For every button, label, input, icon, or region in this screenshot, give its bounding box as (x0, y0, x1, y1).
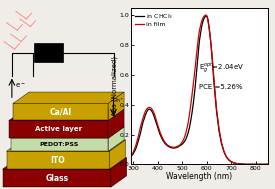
in CHCl$_3$ (200, 27, 203, 30)
in CHCl$_3$ (204, 15, 208, 17)
Polygon shape (108, 92, 124, 120)
Polygon shape (3, 158, 127, 169)
in film (204, 14, 207, 16)
Text: E$_g^{opt}$=2.04eV: E$_g^{opt}$=2.04eV (199, 61, 244, 75)
Polygon shape (10, 138, 108, 151)
Polygon shape (7, 140, 125, 151)
Text: PEDOT:PSS: PEDOT:PSS (40, 142, 79, 147)
in film (129, 156, 132, 158)
Polygon shape (108, 127, 124, 151)
Polygon shape (9, 109, 124, 120)
in film (266, 163, 270, 165)
Polygon shape (9, 120, 108, 138)
in CHCl$_3$ (168, 146, 172, 148)
FancyBboxPatch shape (34, 43, 63, 62)
in CHCl$_3$ (185, 135, 189, 137)
Polygon shape (109, 140, 125, 169)
Line: in CHCl$_3$: in CHCl$_3$ (131, 16, 268, 164)
in film (163, 141, 167, 143)
X-axis label: Wavelength (nm): Wavelength (nm) (166, 172, 232, 181)
Polygon shape (111, 158, 127, 187)
Text: Active layer: Active layer (35, 126, 82, 132)
in film (217, 127, 221, 130)
Line: in film: in film (131, 15, 268, 164)
in CHCl$_3$ (266, 163, 270, 165)
in CHCl$_3$ (244, 163, 248, 165)
in film (173, 146, 177, 148)
Legend: in CHCl$_3$, in film: in CHCl$_3$, in film (134, 11, 175, 29)
Polygon shape (3, 169, 111, 187)
Text: PCE =5.26%: PCE =5.26% (199, 84, 243, 90)
Polygon shape (13, 92, 124, 103)
Text: e$^-$: e$^-$ (15, 81, 26, 90)
Polygon shape (10, 127, 124, 138)
Polygon shape (13, 103, 108, 120)
Text: Glass: Glass (45, 174, 68, 183)
Polygon shape (7, 151, 109, 169)
in film (244, 163, 248, 165)
in CHCl$_3$ (129, 156, 132, 158)
in CHCl$_3$ (187, 131, 190, 133)
Polygon shape (108, 109, 124, 138)
Text: h$^+$: h$^+$ (115, 96, 125, 105)
in film (194, 62, 197, 64)
Text: Ca/Al: Ca/Al (50, 107, 72, 116)
in film (171, 146, 174, 148)
Text: ITO: ITO (51, 156, 65, 165)
in CHCl$_3$ (163, 142, 167, 145)
in film (213, 80, 216, 82)
in CHCl$_3$ (209, 38, 212, 40)
Y-axis label: Abs (Normalized): Abs (Normalized) (111, 56, 118, 116)
